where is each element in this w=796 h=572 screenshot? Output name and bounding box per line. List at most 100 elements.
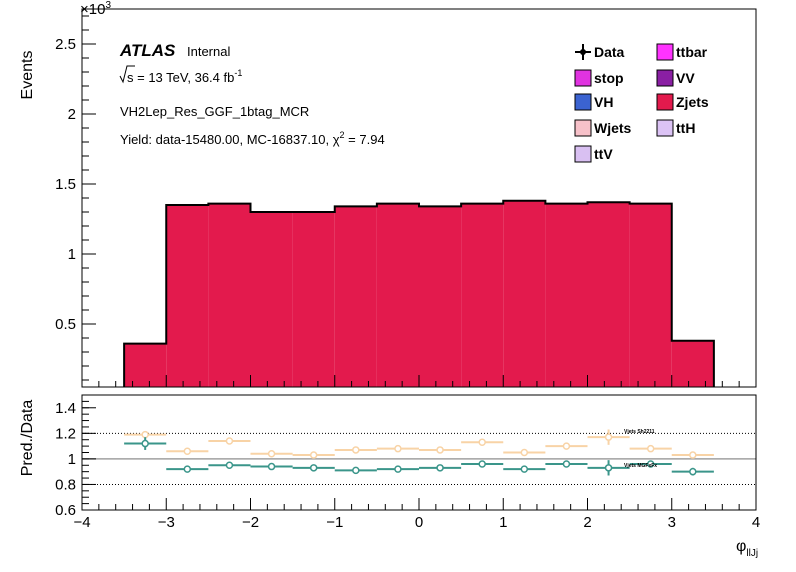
ratio-point	[352, 446, 360, 454]
ratio-y-tick-label: 1.2	[55, 425, 76, 442]
legend-item-vh: VH	[574, 93, 613, 111]
bar-zjets-0	[124, 343, 167, 387]
ratio-point	[520, 465, 529, 473]
legend-item-ttv: ttV	[574, 145, 613, 163]
atlas-status: Internal	[187, 44, 230, 59]
legend-swatch	[656, 119, 674, 137]
bar-zjets-11	[587, 202, 630, 387]
ratio-y-tick-label: 1.4	[55, 400, 76, 417]
main-y-tick-label: 2	[68, 106, 76, 123]
ratio-point	[267, 450, 276, 458]
legend-swatch	[656, 93, 674, 111]
legend-label: stop	[594, 70, 624, 86]
ratio-point	[562, 442, 571, 450]
series-label-sh2211: Vjets Sh2211	[624, 429, 655, 435]
ratio-points	[124, 429, 714, 476]
legend-swatch	[574, 119, 592, 137]
ratio-point	[141, 439, 149, 448]
legend-item-zjets: Zjets	[656, 93, 709, 111]
series-1	[124, 437, 714, 476]
main-x-ticks	[81, 375, 757, 387]
legend-swatch	[574, 69, 592, 87]
legend-marker-dot	[580, 49, 586, 55]
atlas-label: ATLAS	[119, 41, 176, 60]
x-tick-label: 2	[583, 514, 591, 531]
yield-label: Yield: data-15480.00, MC-16837.10, χ2 = …	[120, 130, 385, 147]
series-label-mgfxfx: Vjets MGFxFx	[624, 463, 657, 469]
legend-label: ttbar	[676, 44, 708, 60]
legend-label: Wjets	[594, 120, 632, 136]
ratio-point	[478, 460, 486, 468]
legend-swatch	[574, 93, 592, 111]
x-axis-label: φllJj	[736, 538, 758, 559]
legend: Data ttbar stop VV VH Zjets Wjets ttH ttV	[574, 43, 709, 163]
ratio-x-ticks: −4 −3 −2 −1 0 1 2 3 4	[73, 498, 760, 531]
x-tick-label: −1	[326, 514, 343, 531]
legend-swatch	[574, 145, 592, 163]
series-0	[124, 429, 714, 459]
bar-zjets-7	[419, 206, 462, 387]
ratio-y-tick-label: 0.8	[55, 476, 76, 493]
ratio-point	[604, 433, 613, 441]
bar-zjets-6	[376, 203, 419, 387]
bar-zjets-13	[671, 340, 714, 387]
ratio-point	[520, 448, 529, 457]
bar-zjets-5	[334, 206, 377, 387]
ratio-point	[267, 462, 276, 471]
ratio-point	[309, 464, 318, 472]
main-y-tick-label: 1.5	[55, 176, 76, 193]
bar-zjets-1	[166, 205, 209, 387]
bar-zjets-4	[292, 212, 335, 387]
x-tick-label: −4	[73, 514, 90, 531]
ratio-point	[394, 444, 402, 453]
ratio-panel: 0.6 0.8 1 1.2 1.4 −4 −3 −2 −1 0 1 2 3 4 Pred./Data φ…	[19, 394, 760, 559]
x-tick-label: −3	[158, 514, 175, 531]
ratio-y-tick-label: 1	[68, 451, 76, 468]
legend-label: VH	[594, 94, 613, 110]
ratio-point	[352, 466, 360, 475]
x-tick-label: 3	[668, 514, 676, 531]
region-label: VH2Lep_Res_GGF_1btag_MCR	[120, 104, 309, 119]
legend-label: ttV	[594, 146, 613, 162]
legend-item-tth: ttH	[656, 119, 695, 137]
legend-swatch	[656, 43, 674, 61]
legend-swatch	[656, 69, 674, 87]
main-y-ticks: 0.5 1 1.5 2 2.5	[55, 15, 96, 381]
legend-item-stop: stop	[574, 69, 624, 87]
ratio-point	[646, 444, 655, 453]
y-exponent: ×103	[80, 0, 111, 18]
bar-zjets-2	[208, 203, 251, 387]
ratio-point	[562, 460, 571, 468]
ratio-point	[309, 451, 318, 459]
ratio-point	[689, 451, 697, 459]
energy-text: s = 13 TeV, 36.4 fb-1	[119, 65, 242, 85]
legend-item-vv: VV	[656, 69, 695, 87]
bar-zjets-9	[503, 200, 546, 387]
ratio-point	[436, 446, 444, 454]
bar-zjets-8	[461, 203, 504, 387]
x-tick-label: 4	[752, 514, 760, 531]
ratio-point	[225, 461, 234, 470]
main-y-tick-label: 0.5	[55, 316, 76, 333]
ratio-point	[436, 464, 444, 472]
ratio-y-label: Pred./Data	[19, 400, 36, 477]
ratio-point	[141, 430, 149, 439]
ratio-point	[604, 464, 613, 472]
ratio-y-tick-label: 0.6	[55, 502, 76, 519]
x-tick-label: −2	[242, 514, 259, 531]
bar-zjets-10	[545, 203, 588, 387]
zjets-histogram	[124, 200, 714, 387]
ratio-point	[225, 437, 234, 445]
bar-zjets-3	[250, 212, 293, 387]
stack-outline	[123, 199, 715, 387]
ratio-point	[183, 447, 192, 455]
x-tick-label: 1	[499, 514, 507, 531]
legend-item-data: Data	[575, 44, 625, 60]
x-tick-label: 0	[415, 514, 423, 531]
main-y-tick-label: 1	[68, 246, 76, 263]
legend-item-wjets: Wjets	[574, 119, 632, 137]
ratio-point	[183, 465, 192, 473]
ratio-y-ticks: 0.6 0.8 1 1.2 1.4	[55, 400, 96, 519]
legend-label: VV	[676, 70, 695, 86]
y-axis-label: Events	[19, 51, 36, 100]
